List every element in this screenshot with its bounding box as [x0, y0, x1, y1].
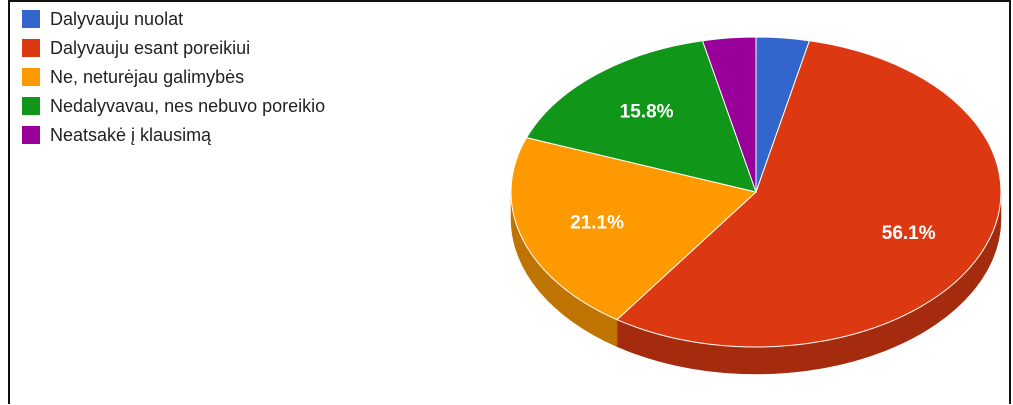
slice-data-label: 15.8%: [620, 102, 674, 123]
legend-swatch: [22, 126, 40, 144]
legend-label: Dalyvauju nuolat: [50, 9, 184, 29]
legend: Dalyvauju nuolat Dalyvauju esant poreikiu…: [22, 8, 382, 153]
legend-swatch: [22, 68, 40, 86]
legend-swatch: [22, 97, 40, 115]
pie-slice: [525, 40, 757, 193]
legend-label: Ne, neturėjau galimybės: [50, 67, 245, 87]
legend-swatch: [22, 10, 40, 28]
pie-slice: [510, 137, 758, 321]
pie-slice: [616, 40, 1002, 348]
legend-item: Neatsakė į klausimą: [22, 124, 382, 147]
legend-label: Dalyvauju esant poreikiui: [50, 38, 251, 58]
legend-item: Dalyvauju esant poreikiui: [22, 37, 382, 60]
legend-label: Nedalyvavau, nes nebuvo poreikio: [50, 96, 326, 116]
pie-slice: [701, 36, 757, 193]
slice-data-label: 21.1%: [570, 213, 624, 234]
legend-item: Ne, neturėjau galimybės: [22, 66, 382, 89]
legend-item: Nedalyvavau, nes nebuvo poreikio: [22, 95, 382, 118]
slice-data-label: 56.1%: [882, 223, 936, 244]
legend-label: Neatsakė į klausimą: [50, 125, 212, 145]
legend-swatch: [22, 39, 40, 57]
legend-item: Dalyvauju nuolat: [22, 8, 382, 31]
